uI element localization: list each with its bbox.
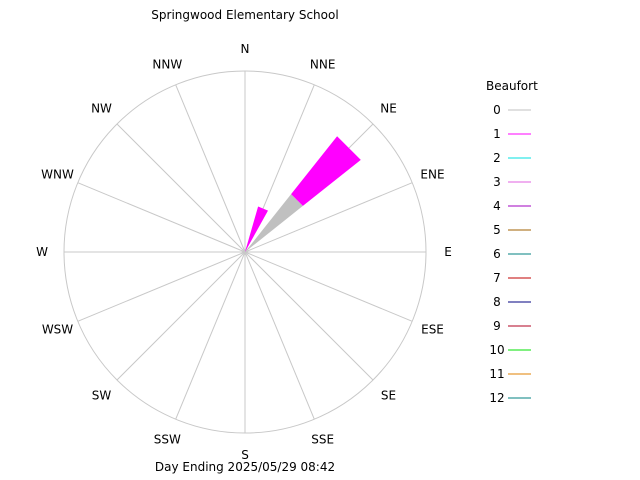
- direction-label-wnw: WNW: [41, 167, 74, 181]
- legend-label-10: 10: [489, 343, 504, 357]
- spoke-ene: [244, 182, 413, 253]
- chart-footer: Day Ending 2025/05/29 08:42: [155, 460, 335, 474]
- legend-label-3: 3: [493, 175, 501, 189]
- spoke-sse: [244, 251, 315, 420]
- legend-label-2: 2: [493, 151, 501, 165]
- legend-label-1: 1: [493, 127, 501, 141]
- direction-label-nnw: NNW: [152, 58, 182, 72]
- direction-label-ese: ESE: [421, 323, 444, 337]
- direction-label-nne: NNE: [310, 58, 336, 72]
- legend-label-11: 11: [489, 367, 504, 381]
- direction-label-ne: NE: [380, 102, 397, 116]
- direction-label-sw: SW: [92, 389, 112, 403]
- spoke-wsw: [77, 251, 246, 322]
- direction-label-se: SE: [381, 389, 396, 403]
- spoke-nw: [116, 123, 246, 253]
- legend-label-0: 0: [493, 103, 501, 117]
- legend-label-5: 5: [493, 223, 501, 237]
- spoke-ese: [244, 251, 413, 322]
- wind-petals: [245, 136, 361, 252]
- direction-label-s: S: [241, 448, 249, 462]
- spoke-ssw: [175, 251, 246, 420]
- chart-title: Springwood Elementary School: [151, 8, 338, 22]
- legend-label-7: 7: [493, 271, 501, 285]
- direction-label-w: W: [36, 245, 48, 259]
- petal-nne-beaufort-1: [245, 206, 268, 252]
- legend-label-9: 9: [493, 319, 501, 333]
- legend-label-12: 12: [489, 391, 504, 405]
- legend-label-4: 4: [493, 199, 501, 213]
- direction-label-wsw: WSW: [42, 323, 73, 337]
- direction-labels: N NNE NE ENE E ESE SE SSE S SSW SW WSW W WNW NW NNW: [36, 42, 452, 462]
- direction-label-ssw: SSW: [154, 433, 181, 447]
- legend-label-8: 8: [493, 295, 501, 309]
- direction-spokes: [64, 71, 426, 433]
- spoke-nnw: [175, 84, 246, 253]
- direction-label-n: N: [241, 42, 250, 56]
- petal-ne-beaufort-0: [245, 194, 303, 252]
- spoke-sw: [116, 251, 246, 381]
- direction-label-sse: SSE: [311, 433, 334, 447]
- legend-label-6: 6: [493, 247, 501, 261]
- spoke-se: [244, 251, 374, 381]
- direction-label-ene: ENE: [420, 167, 444, 181]
- direction-label-nw: NW: [91, 102, 112, 116]
- petal-ne-beaufort-1: [291, 136, 361, 206]
- legend-title: Beaufort: [486, 79, 538, 93]
- direction-label-e: E: [444, 245, 452, 259]
- spoke-wnw: [77, 182, 246, 253]
